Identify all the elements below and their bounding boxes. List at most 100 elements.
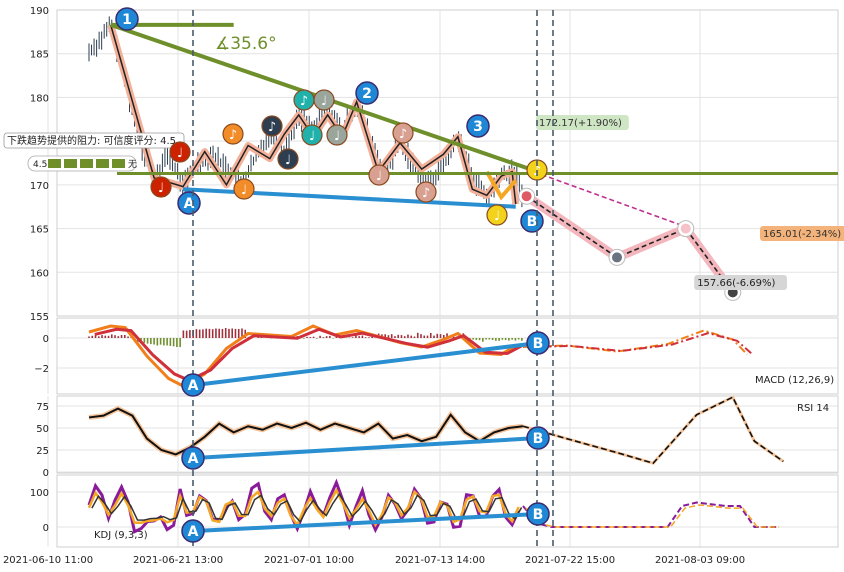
resistance-label: 下跌趋势提供的阻力: 可信度评分: 4.5 <box>3 132 185 149</box>
rsi-frame <box>56 395 839 474</box>
y-tick-label: 155 <box>30 312 49 323</box>
kdj-div-a-label: A <box>188 524 199 540</box>
wave-segment-orange <box>485 170 518 201</box>
macd-divergence-line <box>194 341 539 387</box>
y-tick-label: 165 <box>30 225 49 236</box>
signal-note-glyph: ♩ <box>376 169 382 184</box>
macd-div-a-circle <box>181 373 205 397</box>
macd-signal-line <box>94 327 523 382</box>
macd-signal-forecast-line <box>527 332 753 355</box>
wave-point-a-label: A <box>184 196 195 212</box>
macd-div-b: B <box>526 331 550 355</box>
wave-point-2: 2 <box>355 81 379 105</box>
signal-note-marker: ♩ <box>150 176 172 198</box>
kdj-div-b-label: B <box>533 507 544 523</box>
signal-note-circle <box>277 148 299 170</box>
signal-note-marker: ♪ <box>222 123 244 145</box>
signal-note-circle <box>261 115 283 137</box>
rating-value: 4.5 <box>33 160 47 170</box>
signal-note-circle <box>169 141 191 163</box>
kdj-panel-name: KDJ (9,3,3) <box>94 530 148 541</box>
kdj-div-b-circle <box>526 502 550 526</box>
price-panel: ∡35.6° 172.17(+1.90%) 165.01(-2.34%) 157.66… <box>3 7 844 301</box>
forecast-marker <box>612 252 623 263</box>
y-tick-label: 25 <box>36 446 49 457</box>
rating-star <box>48 159 61 168</box>
y-tick-label: 0 <box>43 334 49 345</box>
kdj-div-a-circle <box>181 519 205 543</box>
macd-panel-name: MACD (12,26,9) <box>755 375 834 386</box>
forecast-marker <box>521 191 532 202</box>
signal-note-circle <box>301 124 323 146</box>
signal-note-marker: ♪ <box>293 89 315 111</box>
x-tick-label: 2021-06-10 11:00 <box>3 555 93 566</box>
wave-point-3: 3 <box>466 114 490 138</box>
support-line <box>182 187 516 209</box>
signal-note-glyph: ♪ <box>399 127 407 142</box>
rsi-panel: RSI 14 <box>88 395 829 465</box>
wave-band <box>107 23 520 205</box>
rsi-panel-name: RSI 14 <box>797 403 829 414</box>
forecast-upper-line <box>526 168 686 228</box>
signal-note-marker: ♩ <box>368 164 390 186</box>
rsi-divergence-line <box>194 436 539 460</box>
rsi-div-b-label: B <box>533 431 544 447</box>
signal-note-glyph: ♩ <box>177 146 183 161</box>
kdj-divergence-line <box>194 512 539 533</box>
forecast-marker <box>680 223 691 234</box>
x-tick-label: 2021-06-21 13:00 <box>133 555 223 566</box>
signal-note-marker: ♩ <box>233 178 255 200</box>
signal-note-glyph: ♩ <box>309 129 315 144</box>
x-tick-label: 2021-07-22 15:00 <box>525 555 615 566</box>
wave-point-a: A <box>177 191 201 215</box>
rating-suffix: 无 <box>128 159 137 170</box>
wave-point-3-circle <box>466 114 490 138</box>
rating-star <box>64 159 77 168</box>
angle-label: ∡35.6° <box>215 34 277 54</box>
y-tick-label: 0 <box>43 468 49 479</box>
signal-note-marker: ♩ <box>169 141 191 163</box>
signal-note-marker: ♪ <box>261 115 283 137</box>
rating-star <box>112 159 125 168</box>
x-tick-label: 2021-07-13 14:00 <box>395 555 485 566</box>
forecast-upper-label-bg <box>536 115 629 130</box>
kdj-k-forecast <box>525 504 780 528</box>
rsi-div-a-label: A <box>188 451 199 467</box>
annotation-overlay: A B A B A B <box>181 331 550 543</box>
signal-note-circle <box>392 122 414 144</box>
wave-line <box>109 24 517 205</box>
resistance-label-bg <box>3 132 185 149</box>
forecast-mid-label: 165.01(-2.34%) <box>760 226 844 241</box>
kdj-j-forecast <box>522 501 777 528</box>
x-tick-label: 2021-08-03 09:00 <box>655 555 745 566</box>
signal-note-circle <box>233 178 255 200</box>
wave-point-1: 1 <box>115 7 139 31</box>
macd-div-b-label: B <box>533 336 544 352</box>
rsi-line <box>88 407 524 456</box>
x-tick-label: 2021-07-01 10:00 <box>264 555 354 566</box>
y-tick-label: 100 <box>30 488 49 499</box>
y-tick-label: 170 <box>30 181 49 192</box>
macd-frame <box>56 317 839 395</box>
x-tick-labels: 2021-06-10 11:00 2021-06-21 13:00 2021-07-… <box>3 555 745 566</box>
macd-line <box>88 324 517 388</box>
signal-note-glyph: ♪ <box>229 128 237 143</box>
y-tick-label: 180 <box>30 93 49 104</box>
signal-note-circle <box>150 176 172 198</box>
wave-point-2-circle <box>355 81 379 105</box>
rating-badge: 4.5 无 <box>27 155 137 172</box>
y-tick-label: 75 <box>36 402 49 413</box>
forecast-mid-label-bg <box>760 226 844 241</box>
signal-note-marker: ♩ <box>277 148 299 170</box>
macd-div-a-label: A <box>188 378 199 394</box>
y-tick-label: 0 <box>43 523 49 534</box>
rsi-div-a-circle <box>181 446 205 470</box>
signal-note-marker: ♪ <box>415 181 437 203</box>
signal-note-circle <box>415 181 437 203</box>
signal-note-glyph: ♩ <box>241 183 247 198</box>
kdj-div-b: B <box>526 502 550 526</box>
forecast-mid-label-text: 165.01(-2.34%) <box>763 229 841 240</box>
signal-note-circle <box>486 204 508 226</box>
